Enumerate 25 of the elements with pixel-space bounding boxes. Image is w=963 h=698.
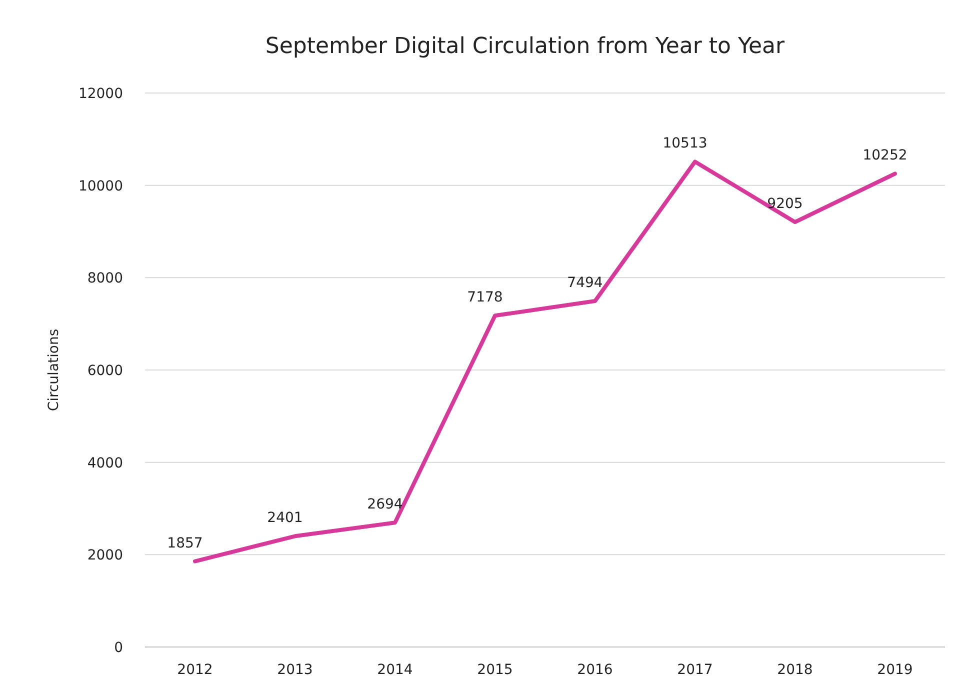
data-label: 2694 (367, 496, 403, 513)
data-label: 10252 (862, 148, 908, 164)
y-tick-label: 4000 (87, 455, 123, 472)
x-tick-label: 2018 (777, 662, 813, 678)
x-tick-label: 2013 (277, 662, 313, 678)
data-label: 2401 (267, 510, 303, 526)
x-tick-label: 2014 (377, 662, 413, 678)
y-tick-label: 8000 (87, 270, 123, 287)
y-axis-title: Circulations (46, 328, 62, 412)
chart-title: September Digital Circulation from Year to Year (265, 34, 786, 59)
y-tick-label: 12000 (78, 86, 123, 102)
y-tick-label: 10000 (78, 178, 123, 194)
y-tick-label: 2000 (87, 548, 123, 564)
x-tick-label: 2012 (177, 662, 213, 678)
data-label: 9205 (767, 196, 803, 212)
data-label: 10513 (662, 136, 708, 152)
data-label: 1857 (167, 535, 203, 552)
x-tick-label: 2017 (677, 662, 713, 678)
data-label: 7494 (567, 275, 603, 292)
x-tick-label: 2019 (877, 662, 913, 678)
y-tick-label: 6000 (87, 363, 123, 379)
x-tick-label: 2015 (477, 662, 513, 678)
x-tick-label: 2016 (577, 662, 613, 678)
y-tick-label: 0 (114, 640, 123, 656)
data-label: 7178 (467, 290, 503, 306)
